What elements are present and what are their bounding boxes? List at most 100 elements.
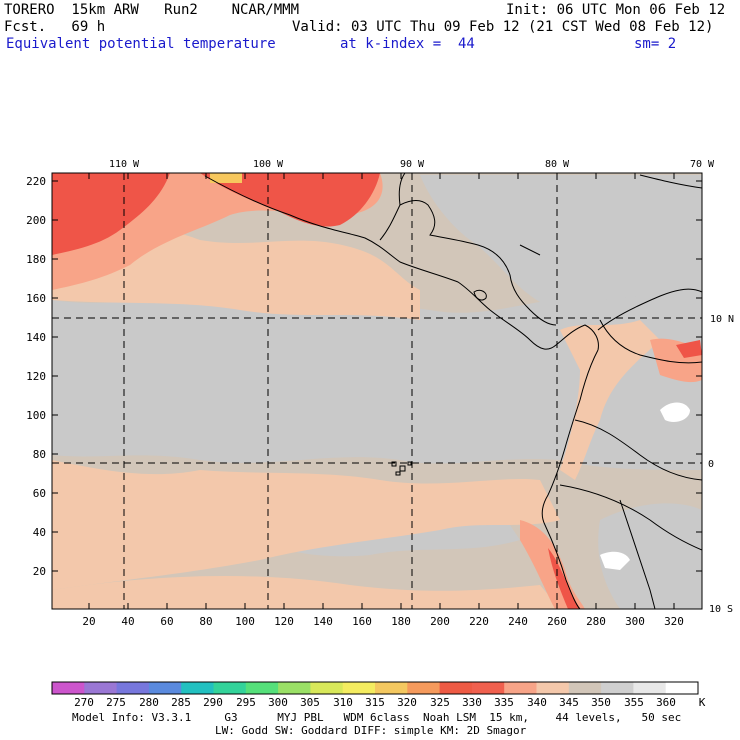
colorbar-swatch [52,682,85,694]
map-field [52,173,702,609]
colorbar-label: 310 [333,696,353,709]
colorbar-swatch [536,682,570,694]
x-tick-labels: 20 40 60 80 100 120 140 160 180 200 220 … [82,615,684,628]
model-info: Model Info: V3.3.1 G3 MYJ PBL WDM 6class… [72,711,682,724]
colorbar-swatch [407,682,441,694]
colorbar-label: 275 [106,696,126,709]
colorbar-unit: K [699,696,706,709]
colorbar-swatch [148,682,182,694]
colorbar-label: 305 [300,696,320,709]
y-tick-label: 80 [33,448,46,461]
y-tick-label: 180 [26,253,46,266]
y-tick-label: 100 [26,409,46,422]
coast-caribbean [379,200,557,326]
field-gray-south [598,503,702,609]
colorbar-swatch [375,682,408,694]
model-title: TORERO 15km ARW Run2 NCAR/MMM [4,2,300,18]
x-tick-label: 320 [664,615,684,628]
field-red-coast [200,173,380,227]
colorbar [52,682,699,694]
y-tick-label: 60 [33,487,46,500]
valid-time: Valid: 03 UTC Thu 09 Feb 12 (21 CST Wed … [292,19,714,35]
y-tick-label: 200 [26,214,46,227]
field-peach-south [52,460,560,590]
field-red-andes [676,340,702,358]
y-tick-labels: 220 200 180 160 140 120 100 80 60 40 20 [26,175,46,578]
x-tick-marks [88,173,675,609]
colorbar-swatch [245,682,279,694]
forecast-hour: Fcst. 69 h [4,19,106,35]
border-interior [519,244,702,551]
field-white-patch-2 [600,551,630,570]
field-orange-spot [210,173,242,183]
x-tick-label: 120 [274,615,294,628]
field-peach-coast [560,320,660,480]
colorbar-swatch [633,682,667,694]
coast-mexico [204,175,599,351]
colorbar-swatch [342,682,376,694]
colorbar-swatch [278,682,311,694]
lon-label-80w: 80 W [545,159,570,170]
border-peru-bolivia [619,499,656,609]
colorbar-label: 325 [430,696,450,709]
lat-labels: 10 N 0 10 S [708,314,734,615]
colorbar-label: 300 [268,696,288,709]
lake-nicaragua [473,289,487,301]
x-tick-label: 260 [547,615,567,628]
x-tick-label: 280 [586,615,606,628]
colorbar-label: 340 [527,696,547,709]
colorbar-label: 285 [171,696,191,709]
colorbar-swatch [116,682,150,694]
lon-label-90w: 90 W [400,159,425,170]
k-index: at k-index = 44 [340,36,475,52]
coast-north-sa [597,288,702,331]
x-tick-label: 200 [430,615,450,628]
colorbar-swatch [601,682,634,694]
init-time: Init: 06 UTC Mon 06 Feb 12 [506,2,726,18]
colorbar-label: 315 [365,696,385,709]
x-tick-label: 80 [199,615,212,628]
colorbar-swatch [471,682,505,694]
field-name: Equivalent potential temperature [6,36,276,52]
colorbar-label: 355 [624,696,644,709]
field-white-patch [660,402,690,422]
y-tick-label: 220 [26,175,46,188]
colorbar-frame [51,681,699,695]
colorbar-label: 350 [591,696,611,709]
lat-label-10s: 10 S [709,604,733,615]
colorbar-label: 290 [203,696,223,709]
coast-yucatan [398,173,406,206]
y-tick-label: 120 [26,370,46,383]
colorbar-swatch [665,682,699,694]
x-tick-label: 100 [235,615,255,628]
colorbar-label: 270 [74,696,94,709]
colorbar-label: 330 [462,696,482,709]
x-tick-label: 40 [121,615,134,628]
lon-labels: 110 W 100 W 90 W 80 W 70 W [109,159,715,170]
colorbar-label: 280 [139,696,159,709]
lon-label-110w: 110 W [109,159,140,170]
colorbar-swatch [504,682,537,694]
x-tick-label: 240 [508,615,528,628]
lat-label-10n: 10 N [710,314,734,325]
lon-label-70w: 70 W [690,159,715,170]
y-tick-label: 40 [33,526,46,539]
galapagos-islands [391,461,412,476]
x-tick-label: 140 [313,615,333,628]
colorbar-swatch [568,682,602,694]
x-tick-label: 20 [82,615,95,628]
y-tick-label: 20 [33,565,46,578]
map-frame [51,172,703,610]
physics-info: LW: Godd SW: Goddard DIFF: simple KM: 2D… [215,724,527,737]
smoothing: sm= 2 [634,36,677,52]
colorbar-label: 345 [559,696,579,709]
x-tick-label: 220 [469,615,489,628]
colorbar-swatch [181,682,214,694]
y-tick-label: 160 [26,292,46,305]
field-red-nw [52,173,170,255]
field-peach-bottom [52,575,560,609]
colorbar-swatch [439,682,473,694]
colorbar-label: 320 [397,696,417,709]
colorbar-label: 360 [656,696,676,709]
x-tick-label: 300 [625,615,645,628]
